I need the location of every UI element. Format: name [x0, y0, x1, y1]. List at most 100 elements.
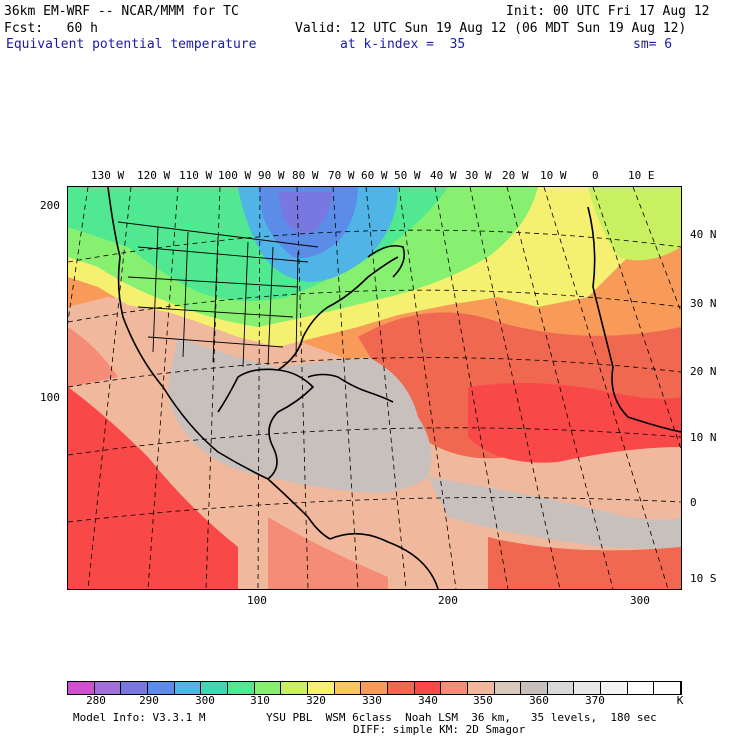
colorbar-cell	[441, 682, 468, 694]
colorbar-label: 300	[195, 694, 215, 707]
meridian-line	[87, 187, 132, 589]
meridian-line	[68, 187, 89, 324]
meridian-line	[332, 187, 359, 589]
colorbar-label: 310	[250, 694, 270, 707]
state-border	[242, 241, 249, 368]
pacific-shallow-band	[68, 327, 118, 387]
colorbar-cell	[201, 682, 228, 694]
meridian-line	[257, 187, 261, 589]
us-canada-border	[117, 221, 319, 248]
colorbar-cell	[227, 682, 255, 694]
parallel-line	[68, 427, 681, 456]
state-border	[295, 251, 299, 358]
state-border	[137, 246, 309, 263]
lon-label: 10 W	[540, 169, 567, 182]
theta-e-map	[67, 186, 682, 590]
state-border	[137, 306, 294, 318]
colorbar-cell	[334, 682, 362, 694]
meridian-line	[506, 187, 614, 589]
colorbar-units: K	[676, 694, 684, 707]
lon-label: 90 W	[258, 169, 285, 182]
colorbar-label: 290	[139, 694, 159, 707]
colorbar-cell	[467, 682, 495, 694]
lon-label: 70 W	[328, 169, 355, 182]
colorbar-cell	[147, 682, 175, 694]
colorbar-cell	[574, 682, 602, 694]
colorbar-cell	[627, 682, 655, 694]
hispaniola	[367, 391, 394, 403]
pacific-coastline	[107, 187, 331, 540]
colorbar-cell	[307, 682, 335, 694]
state-border	[212, 236, 219, 363]
grid-x-label: 100	[247, 594, 267, 607]
colorbar-cell	[601, 682, 628, 694]
colorbar-label: 280	[86, 694, 106, 707]
colorbar-cell	[121, 682, 148, 694]
model-title: 36km EM-WRF -- NCAR/MMM for TC	[4, 4, 239, 19]
colorbar-cell	[254, 682, 282, 694]
field-name: Equivalent potential temperature	[6, 37, 257, 52]
lon-label: 110 W	[179, 169, 213, 182]
gulf-coast	[217, 368, 315, 480]
parallel-line	[68, 229, 681, 263]
lat-label: 10 S	[690, 572, 717, 585]
colorbar-cell	[387, 682, 415, 694]
south-america-band	[268, 517, 388, 589]
colorbar-cell	[361, 682, 388, 694]
lat-label: 30 N	[690, 297, 717, 310]
init-time: Init: 00 UTC Fri 17 Aug 12	[506, 4, 710, 19]
grid-x-label: 200	[438, 594, 458, 607]
colorbar-label: 340	[418, 694, 438, 707]
meridian-line	[296, 187, 309, 589]
nova-scotia	[367, 244, 406, 278]
colorbar	[67, 681, 682, 695]
diffusion-info: DIFF: simple KM: 2D Smagor	[353, 723, 526, 736]
lon-label: 40 W	[430, 169, 457, 182]
map-canvas	[68, 187, 681, 589]
east-coast	[277, 256, 399, 371]
smoothing-label: sm= 6	[633, 37, 673, 52]
parallel-line	[68, 497, 681, 523]
parallel-line	[68, 357, 681, 388]
subtropical-core	[468, 383, 681, 463]
colorbar-label: 320	[306, 694, 326, 707]
lon-label: 80 W	[292, 169, 319, 182]
meridian-line	[469, 187, 561, 589]
lon-label: 50 W	[394, 169, 421, 182]
lon-label: 30 W	[465, 169, 492, 182]
graticule	[68, 187, 681, 589]
south-america-coast	[329, 532, 439, 589]
forecast-hour: Fcst: 60 h	[4, 21, 98, 36]
state-border	[147, 336, 284, 348]
cold-core-inner	[278, 192, 333, 233]
colorbar-label: 330	[362, 694, 382, 707]
grid-y-label: 200	[40, 199, 60, 212]
colorbar-cell	[654, 682, 682, 694]
political-borders	[117, 221, 319, 368]
state-border	[152, 226, 159, 353]
south-atlantic-red	[488, 537, 681, 589]
africa-europe-coast	[587, 206, 681, 433]
meridian-line	[398, 187, 457, 589]
colorbar-cell	[68, 682, 95, 694]
colorbar-label: 370	[585, 694, 605, 707]
colorbar-cell	[547, 682, 575, 694]
valid-time: Valid: 12 UTC Sun 19 Aug 12 (06 MDT Sun …	[295, 21, 687, 36]
colorbar-cell	[521, 682, 548, 694]
lon-label: 60 W	[361, 169, 388, 182]
pacific-warm-band	[68, 387, 238, 589]
lon-label: 0	[592, 169, 599, 182]
tropical-moist-region	[168, 337, 432, 493]
lon-label: 100 W	[218, 169, 252, 182]
lon-label: 130 W	[91, 169, 125, 182]
grid-y-label: 100	[40, 391, 60, 404]
state-border	[182, 231, 189, 358]
colorbar-label: 350	[473, 694, 493, 707]
grid-x-label: 300	[630, 594, 650, 607]
model-info: Model Info: V3.3.1 M	[73, 711, 206, 724]
colorbar-cell	[174, 682, 202, 694]
coastlines	[107, 187, 681, 589]
state-border	[267, 246, 274, 366]
itcz-band	[428, 477, 681, 549]
lat-label: 0	[690, 496, 697, 509]
